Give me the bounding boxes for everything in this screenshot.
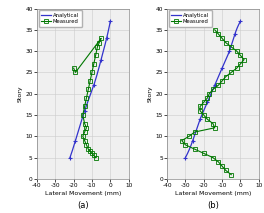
Analytical	[68, 156, 72, 159]
Legend: Analytical, Measured: Analytical, Measured	[169, 10, 212, 27]
Measured	[235, 67, 238, 69]
Measured	[239, 54, 242, 57]
Measured	[220, 80, 224, 82]
Legend: Analytical, Measured: Analytical, Measured	[39, 10, 82, 27]
Measured	[202, 152, 205, 155]
Measured	[187, 135, 191, 138]
Measured	[193, 148, 196, 150]
Measured	[94, 156, 97, 159]
Measured	[92, 63, 95, 65]
Measured	[239, 63, 242, 65]
Analytical	[109, 20, 112, 23]
X-axis label: Lateral Movement (mm): Lateral Movement (mm)	[45, 191, 121, 196]
Measured	[199, 105, 202, 108]
Text: (b): (b)	[207, 201, 219, 210]
Measured	[92, 154, 95, 157]
Measured	[90, 152, 93, 155]
Measured	[199, 109, 202, 112]
Measured	[184, 144, 187, 146]
Measured	[94, 54, 97, 57]
Analytical	[107, 27, 111, 29]
Measured	[202, 114, 205, 116]
Measured	[85, 97, 88, 99]
Measured	[87, 148, 90, 150]
Measured	[202, 101, 205, 104]
Analytical	[106, 32, 110, 34]
Measured	[85, 144, 88, 146]
Analytical	[234, 32, 237, 34]
Measured	[193, 131, 196, 133]
Measured	[213, 127, 216, 129]
Measured	[224, 169, 227, 172]
Measured	[88, 150, 92, 153]
Measured	[100, 37, 103, 40]
Measured	[211, 122, 214, 125]
Measured	[85, 127, 88, 129]
Analytical	[235, 27, 239, 29]
Measured	[74, 71, 77, 74]
Measured	[83, 105, 86, 108]
Measured	[230, 46, 233, 48]
Analytical	[70, 151, 73, 153]
Y-axis label: Story: Story	[148, 85, 153, 102]
Measured	[220, 165, 224, 167]
Measured	[217, 161, 220, 163]
Measured	[206, 97, 209, 99]
Measured	[72, 67, 75, 69]
Measured	[220, 37, 224, 40]
Measured	[224, 75, 227, 78]
Analytical	[194, 131, 197, 134]
Line: Analytical: Analytical	[185, 21, 241, 158]
Text: (a): (a)	[77, 201, 89, 210]
Line: Analytical: Analytical	[70, 21, 110, 158]
Measured	[230, 71, 233, 74]
Measured	[242, 58, 246, 61]
Analytical	[76, 131, 79, 134]
Measured	[98, 41, 101, 44]
Line: Measured: Measured	[72, 36, 103, 160]
Measured	[90, 71, 93, 74]
Analytical	[239, 20, 242, 23]
Measured	[206, 118, 209, 121]
Measured	[88, 80, 92, 82]
Measured	[180, 139, 183, 142]
Analytical	[188, 148, 191, 151]
Analytical	[71, 148, 74, 151]
Analytical	[80, 120, 83, 123]
Measured	[217, 84, 220, 86]
Measured	[81, 135, 84, 138]
Measured	[83, 131, 86, 133]
Measured	[83, 139, 86, 142]
Analytical	[184, 156, 187, 159]
Analytical	[187, 151, 190, 153]
Measured	[81, 114, 84, 116]
Measured	[208, 92, 211, 95]
Measured	[224, 41, 227, 44]
Measured	[230, 173, 233, 176]
Measured	[211, 156, 214, 159]
Measured	[211, 88, 214, 91]
X-axis label: Lateral Movement (mm): Lateral Movement (mm)	[175, 191, 251, 196]
Measured	[217, 33, 220, 35]
Y-axis label: Story: Story	[17, 85, 22, 102]
Analytical	[198, 120, 201, 123]
Measured	[87, 88, 90, 91]
Line: Measured: Measured	[180, 28, 246, 177]
Measured	[213, 29, 216, 31]
Measured	[235, 50, 238, 52]
Measured	[96, 46, 99, 48]
Measured	[83, 122, 86, 125]
